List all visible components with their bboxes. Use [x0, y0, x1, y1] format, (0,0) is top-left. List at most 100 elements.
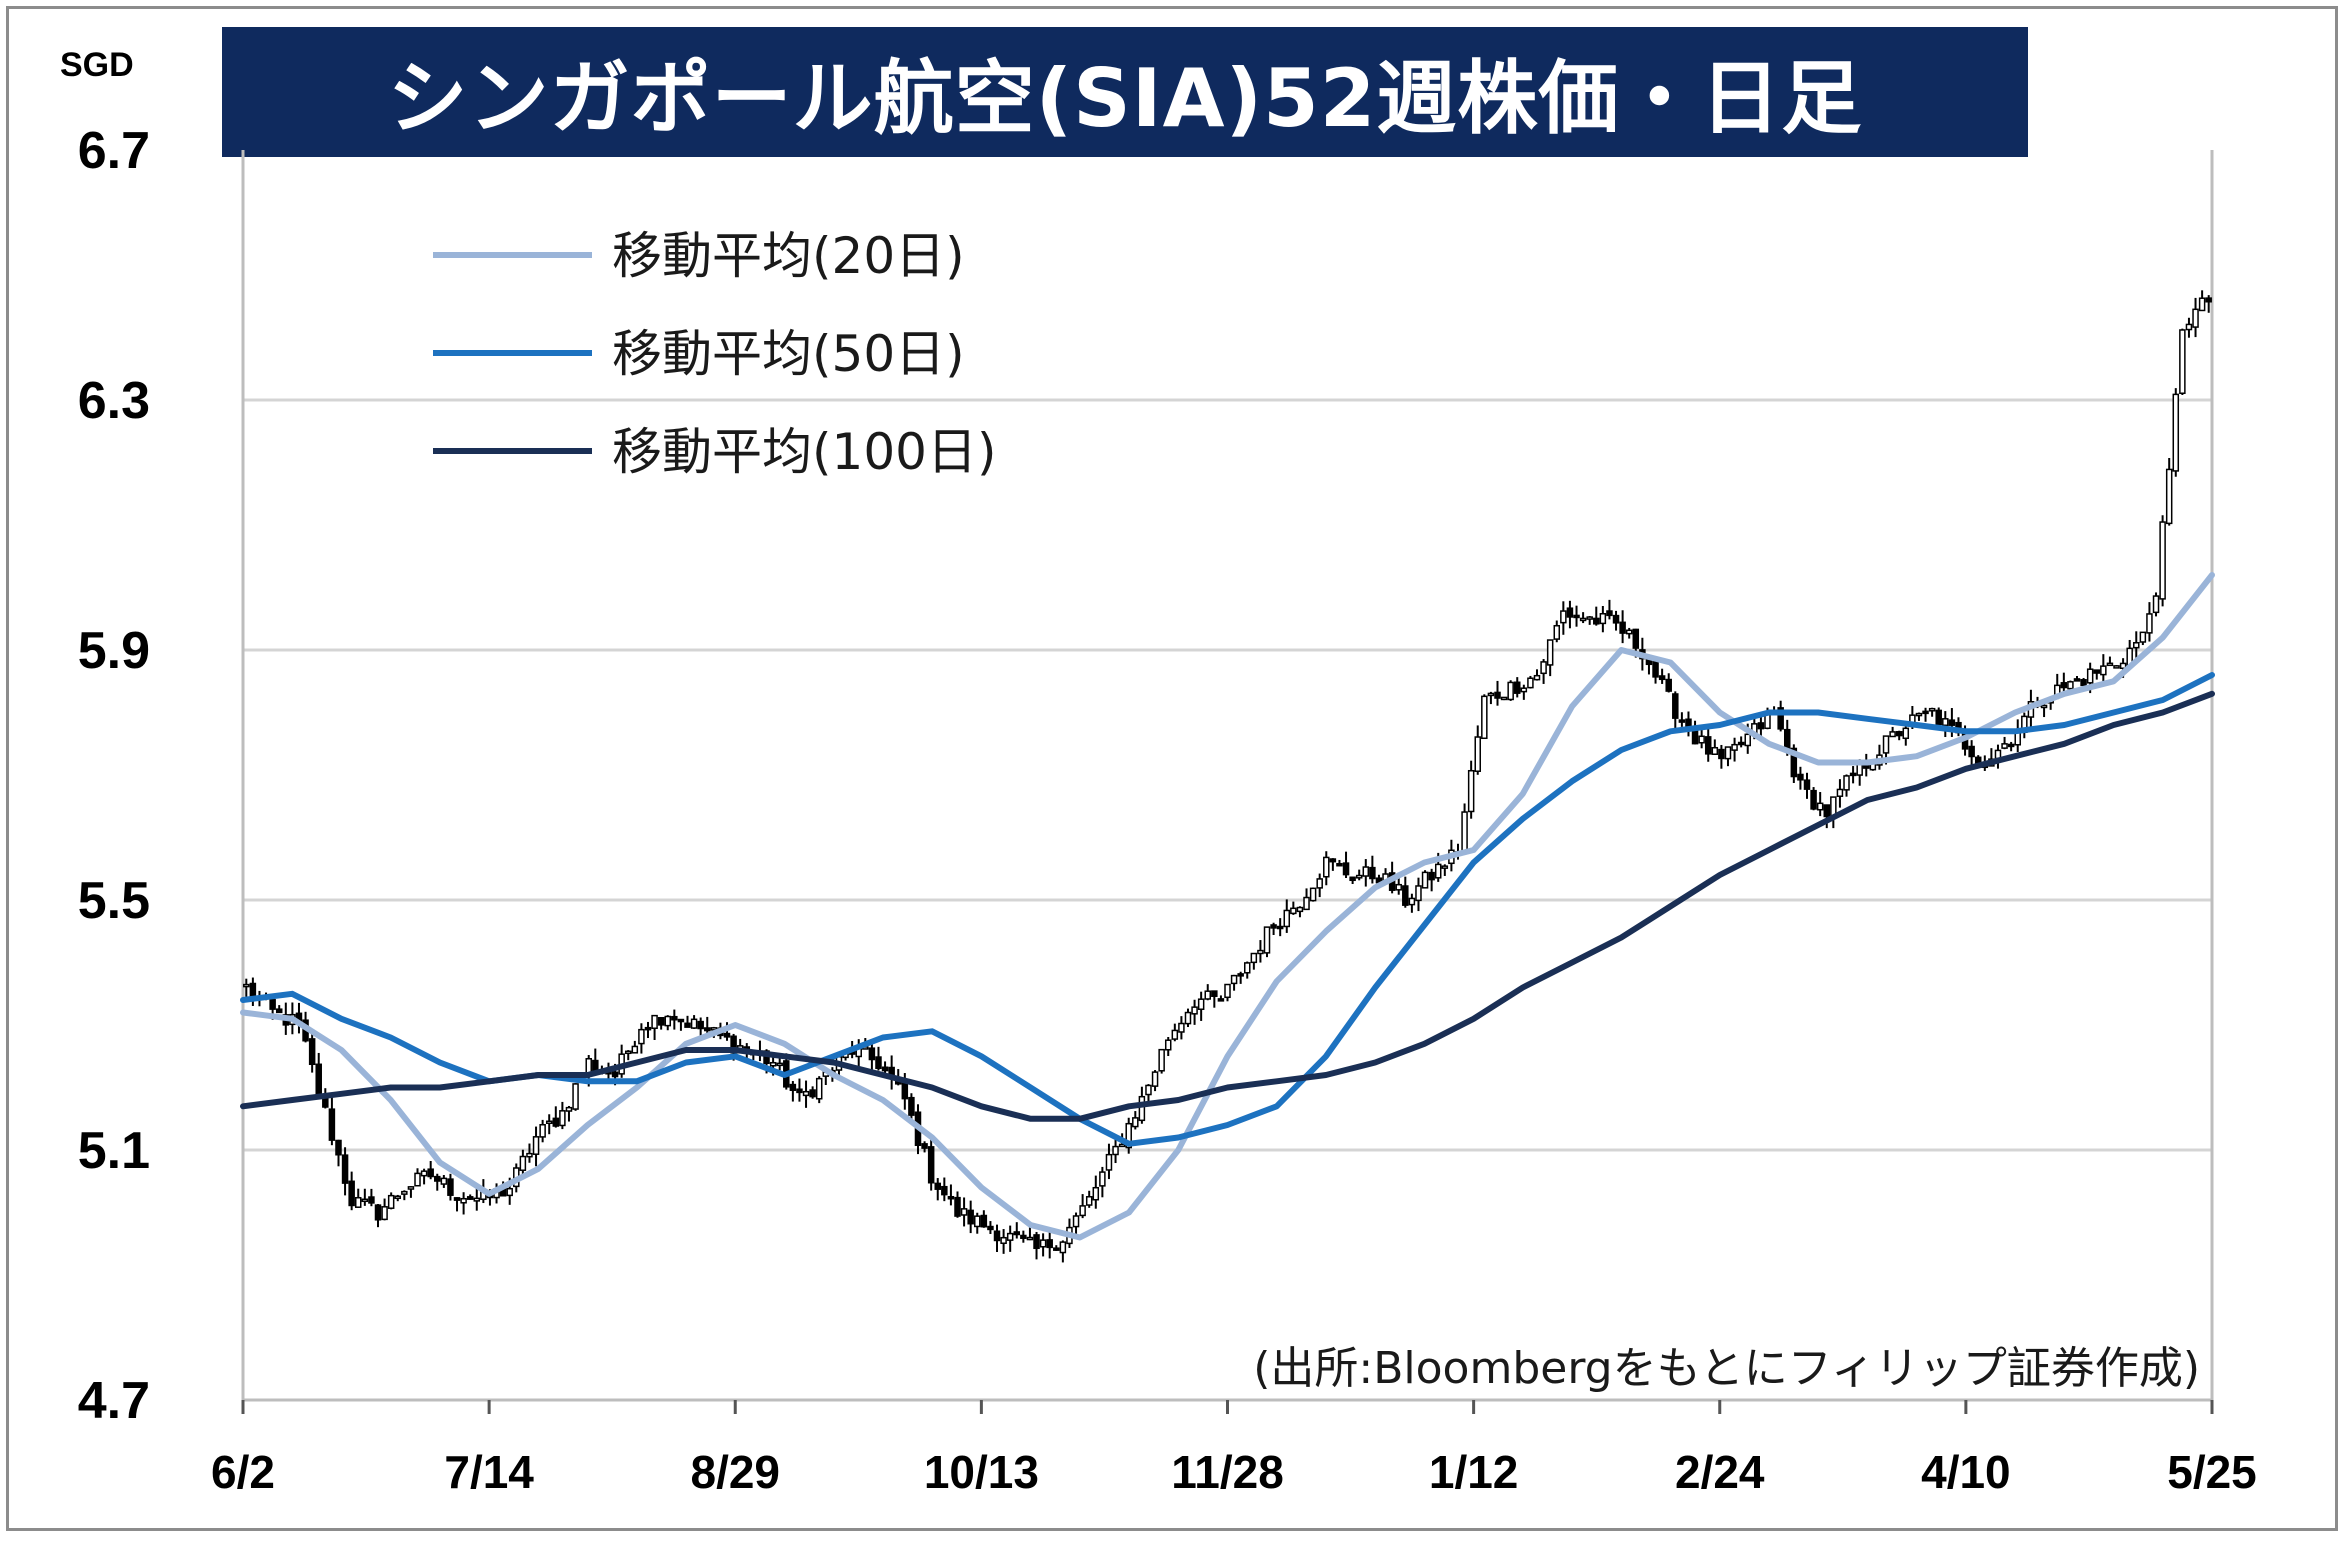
- candle-body: [1428, 871, 1435, 881]
- candle-body: [1046, 1239, 1053, 1249]
- candle-body: [1085, 1196, 1093, 1206]
- candle-body: [776, 1062, 783, 1067]
- candle-body: [1777, 707, 1784, 730]
- legend-label: 移動平均(50日): [612, 325, 965, 383]
- candle-body: [1619, 621, 1626, 634]
- candle-body: [1039, 1239, 1047, 1248]
- candle-body: [394, 1195, 402, 1200]
- y-unit-label: SGD: [60, 46, 134, 84]
- candle-body: [1329, 858, 1337, 863]
- candle-body: [2185, 323, 2193, 331]
- candle-body: [1810, 789, 1817, 810]
- candle-body: [1217, 998, 1225, 1002]
- candle-body: [1928, 707, 1936, 712]
- candle-body: [1323, 856, 1330, 878]
- candle-body: [1678, 719, 1686, 723]
- candle-body: [2179, 329, 2186, 394]
- candle-body: [354, 1196, 362, 1208]
- candle-body: [1118, 1143, 1126, 1148]
- candle-body: [506, 1187, 513, 1197]
- candle-body: [954, 1196, 961, 1217]
- y-tick-label: 5.1: [78, 1122, 150, 1180]
- candle-body: [1586, 616, 1593, 620]
- legend-label: 移動平均(100日): [612, 423, 996, 481]
- candle-body: [1224, 983, 1231, 999]
- candle-body: [1494, 691, 1501, 699]
- candle-body: [868, 1047, 876, 1061]
- candle-body: [1263, 926, 1271, 954]
- candle-body: [519, 1155, 527, 1171]
- x-tick-label: 1/12: [1429, 1446, 1519, 1498]
- candle-body: [1533, 674, 1541, 681]
- candle-body: [1250, 952, 1258, 964]
- candle-body: [1540, 661, 1547, 675]
- candle-body: [572, 1083, 579, 1110]
- candle-body: [921, 1143, 928, 1149]
- candle-body: [328, 1108, 336, 1141]
- candle-body: [631, 1045, 639, 1054]
- candle-body: [987, 1225, 994, 1231]
- ma-line-2: [240, 672, 2215, 1147]
- legend-label: 移動平均(20日): [612, 227, 965, 285]
- candle-body: [2133, 642, 2140, 649]
- x-tick-label: 2/24: [1675, 1446, 1765, 1498]
- candle-body: [644, 1026, 652, 1031]
- candle-body: [671, 1015, 678, 1021]
- candle-body: [1744, 733, 1751, 747]
- candle-body: [1276, 925, 1284, 930]
- candle-body: [1882, 735, 1890, 754]
- candle-body: [638, 1028, 645, 1045]
- candle-body: [1520, 687, 1528, 693]
- y-tick-labels: 6.7 6.3 5.9 5.5 5.1 4.7: [78, 122, 150, 1430]
- chart-frame: [6, 6, 2338, 1531]
- candle-body: [809, 1089, 816, 1098]
- candle-body: [1125, 1122, 1132, 1149]
- candle-body: [1112, 1145, 1119, 1156]
- candle-body: [1283, 909, 1291, 928]
- candle-body: [1020, 1234, 1027, 1239]
- candle-body: [401, 1190, 408, 1195]
- candle-body: [1718, 748, 1725, 760]
- candle-body: [1362, 866, 1370, 877]
- candle-body: [1902, 727, 1910, 740]
- title-bar: シンガポール航空(SIA)52週株価・日足: [222, 27, 2028, 157]
- candle-body: [1704, 736, 1712, 755]
- candle-body: [368, 1196, 375, 1204]
- candle-body: [1013, 1231, 1021, 1236]
- candle-body: [2165, 468, 2173, 525]
- candle-body: [249, 982, 257, 999]
- candle-body: [1665, 678, 1672, 692]
- candle-body: [967, 1209, 974, 1225]
- candle-body: [2073, 678, 2081, 682]
- ma-line-3: [240, 690, 2215, 1122]
- candle-body: [2067, 681, 2074, 690]
- candle-body: [690, 1018, 698, 1029]
- candle-body: [941, 1185, 948, 1196]
- candle-body: [789, 1083, 797, 1092]
- candle-body: [1672, 693, 1679, 719]
- candle-body: [1836, 788, 1844, 797]
- candle-body: [1415, 885, 1422, 902]
- candle-body: [335, 1139, 342, 1156]
- candle-body: [1309, 887, 1317, 902]
- candle-body: [1270, 924, 1277, 929]
- candle-body: [1138, 1095, 1146, 1122]
- y-tick-label: 6.3: [78, 372, 150, 430]
- candle-body: [532, 1136, 540, 1155]
- candle-body: [1184, 1011, 1192, 1025]
- candle-body: [2060, 682, 2068, 689]
- candle-body: [624, 1050, 632, 1055]
- candle-body: [2040, 704, 2048, 709]
- candle-body: [1053, 1247, 1060, 1251]
- candle-body: [243, 983, 250, 988]
- candle-body: [1204, 990, 1211, 1000]
- candle-body: [1915, 712, 1923, 717]
- candle-body: [1303, 896, 1310, 911]
- candle-body: [1922, 710, 1929, 715]
- candle-body: [269, 999, 276, 1010]
- candle-body: [802, 1090, 810, 1097]
- candle-body: [1599, 613, 1607, 625]
- candle-body: [769, 1061, 777, 1067]
- candle-body: [651, 1014, 658, 1030]
